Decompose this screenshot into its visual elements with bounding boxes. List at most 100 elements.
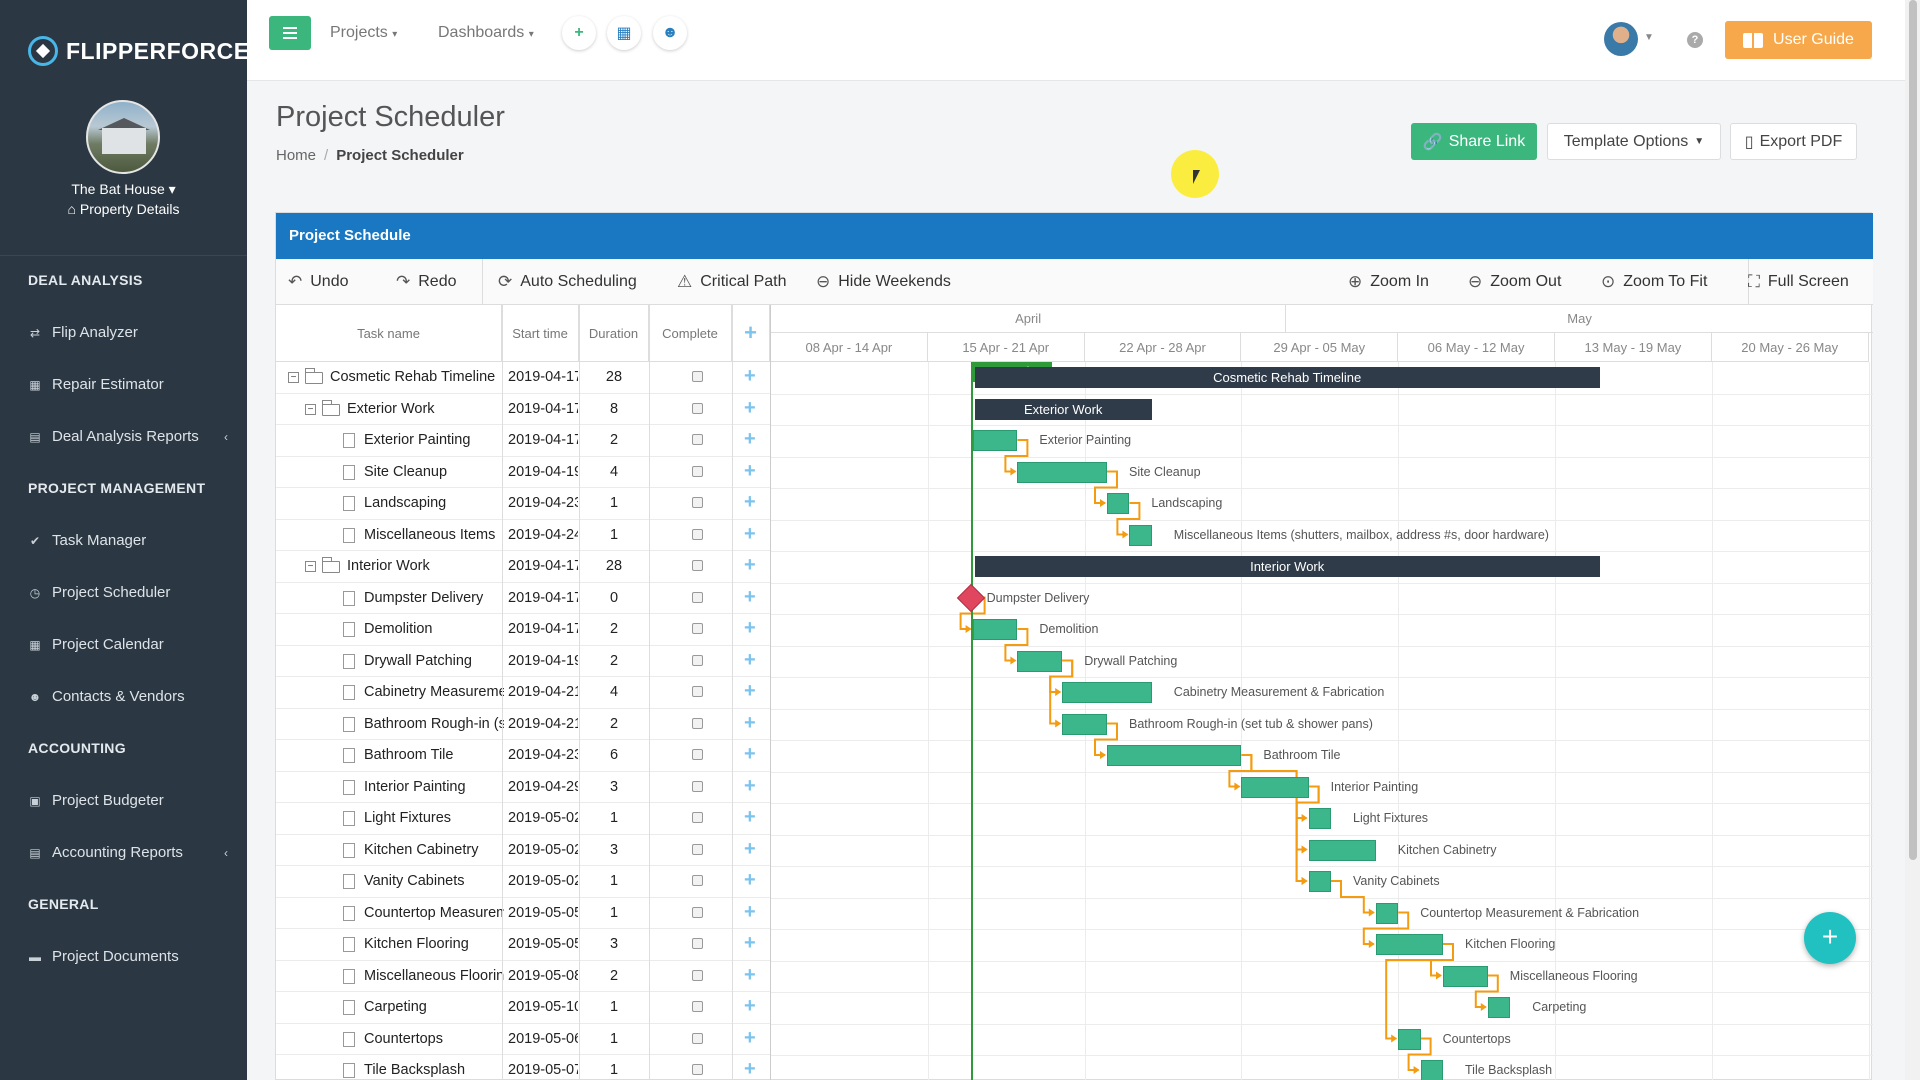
task-name[interactable]: Bathroom Rough-in (set tub & shower pans… bbox=[364, 715, 504, 732]
complete-checkbox[interactable] bbox=[692, 812, 703, 823]
task-name[interactable]: Light Fixtures bbox=[364, 810, 452, 826]
complete-checkbox[interactable] bbox=[692, 969, 703, 981]
task-start[interactable]: 2019-05-02 bbox=[508, 810, 578, 826]
task-name[interactable]: Interior Work bbox=[347, 558, 430, 574]
task-row[interactable]: Cabinetry Measurement & Fabrication2019-… bbox=[276, 677, 770, 709]
dashboards-dropdown[interactable]: Dashboards ▾ bbox=[438, 24, 534, 42]
task-duration[interactable]: 28 bbox=[605, 369, 623, 385]
complete-checkbox[interactable] bbox=[692, 402, 703, 414]
task-name[interactable]: Demolition bbox=[364, 621, 433, 637]
task-start[interactable]: 2019-05-05 bbox=[508, 936, 578, 952]
complete-checkbox[interactable] bbox=[692, 780, 703, 792]
sidebar-item-task-manager[interactable]: ✔ Task Manager bbox=[28, 532, 228, 549]
task-duration[interactable]: 1 bbox=[609, 999, 619, 1015]
task-bar[interactable] bbox=[1017, 461, 1107, 483]
add-task-icon[interactable]: + bbox=[732, 305, 770, 362]
sidebar-item-repair-estimator[interactable]: ▦ Repair Estimator bbox=[28, 376, 228, 393]
undo-button[interactable]: ↶ Undo bbox=[288, 259, 349, 305]
task-start[interactable]: 2019-04-19 bbox=[508, 463, 578, 480]
zoom-to-fit-button[interactable]: ⊙ Zoom To Fit bbox=[1601, 259, 1707, 305]
task-duration[interactable]: 2 bbox=[609, 967, 619, 984]
task-duration[interactable]: 8 bbox=[609, 400, 619, 417]
add-subtask-icon[interactable]: + bbox=[744, 932, 756, 954]
task-bar[interactable] bbox=[1062, 713, 1107, 735]
sidebar-item-accounting-reports[interactable]: ▤ Accounting Reports ‹ bbox=[28, 844, 228, 861]
add-subtask-icon[interactable]: + bbox=[744, 837, 756, 860]
property-photo[interactable] bbox=[86, 100, 160, 174]
sidebar-item-deal-analysis-reports[interactable]: ▤ Deal Analysis Reports ‹ bbox=[28, 428, 228, 445]
task-bar[interactable] bbox=[1129, 524, 1152, 546]
task-name[interactable]: Tile Backsplash bbox=[364, 1062, 466, 1078]
task-bar[interactable] bbox=[1308, 839, 1376, 861]
task-bar[interactable] bbox=[1308, 808, 1331, 829]
complete-checkbox[interactable] bbox=[692, 1001, 703, 1012]
task-name[interactable]: Cosmetic Rehab Timeline bbox=[330, 369, 496, 385]
task-name[interactable]: Drywall Patching bbox=[364, 652, 472, 669]
task-name[interactable]: Exterior Painting bbox=[364, 432, 471, 448]
add-subtask-icon[interactable]: + bbox=[744, 963, 756, 986]
task-start[interactable]: 2019-05-02 bbox=[508, 873, 578, 889]
task-start[interactable]: 2019-05-05 bbox=[508, 904, 578, 921]
summary-bar[interactable]: Interior Work bbox=[974, 556, 1600, 577]
complete-checkbox[interactable] bbox=[692, 843, 703, 855]
add-subtask-icon[interactable]: + bbox=[744, 680, 756, 702]
task-bar[interactable] bbox=[1107, 745, 1242, 766]
add-subtask-icon[interactable]: + bbox=[744, 617, 756, 639]
task-start[interactable]: 2019-04-23 bbox=[508, 747, 578, 763]
add-subtask-icon[interactable]: + bbox=[744, 459, 756, 482]
complete-checkbox[interactable] bbox=[692, 591, 703, 603]
add-subtask-icon[interactable]: + bbox=[744, 900, 756, 923]
caret-down-icon[interactable]: ▼ bbox=[1644, 32, 1654, 43]
task-duration[interactable]: 28 bbox=[605, 558, 623, 574]
column-header-start[interactable]: Start time bbox=[502, 305, 579, 362]
task-duration[interactable]: 3 bbox=[609, 936, 619, 952]
task-row[interactable]: Drywall Patching 2019-04-19 2 + bbox=[276, 646, 770, 677]
complete-checkbox[interactable] bbox=[692, 717, 703, 729]
task-bar[interactable] bbox=[1398, 1028, 1421, 1050]
brand-logo[interactable]: FLIPPERFORCE bbox=[28, 36, 250, 66]
task-bar[interactable] bbox=[1241, 776, 1309, 798]
task-duration[interactable]: 2 bbox=[609, 715, 619, 732]
task-row[interactable]: Countertops 2019-05-06 1 + bbox=[276, 1024, 770, 1055]
task-start[interactable]: 2019-05-08 bbox=[508, 967, 578, 984]
column-header-duration[interactable]: Duration bbox=[579, 305, 649, 362]
users-icon[interactable]: ☻ bbox=[653, 16, 687, 50]
task-name[interactable]: Interior Painting bbox=[364, 778, 466, 795]
task-duration[interactable]: 0 bbox=[609, 589, 619, 606]
task-bar[interactable] bbox=[1308, 871, 1331, 892]
task-bar[interactable] bbox=[1420, 1060, 1443, 1080]
sidebar-item-project-calendar[interactable]: ▦ Project Calendar bbox=[28, 636, 228, 653]
task-bar[interactable] bbox=[1107, 493, 1130, 514]
complete-checkbox[interactable] bbox=[692, 749, 703, 760]
export-pdf-button[interactable]: ▯ Export PDF bbox=[1730, 123, 1857, 160]
full-screen-button[interactable]: ⛶ Full Screen bbox=[1748, 259, 1849, 305]
add-subtask-icon[interactable]: + bbox=[744, 585, 756, 608]
task-row[interactable]: Miscellaneous Flooring 2019-05-08 2 + bbox=[276, 961, 770, 992]
task-start[interactable]: 2019-04-17 bbox=[508, 621, 578, 637]
task-duration[interactable]: 1 bbox=[609, 873, 619, 889]
task-name[interactable]: Miscellaneous Items bbox=[364, 526, 496, 543]
task-row[interactable]: Demolition 2019-04-17 2 + bbox=[276, 614, 770, 646]
task-duration[interactable]: 4 bbox=[609, 463, 619, 480]
task-name[interactable]: Landscaping bbox=[364, 495, 447, 511]
task-duration[interactable]: 4 bbox=[609, 684, 619, 700]
task-start[interactable]: 2019-04-19 bbox=[508, 652, 578, 669]
zoom-out-button[interactable]: ⊖ Zoom Out bbox=[1468, 259, 1561, 305]
task-duration[interactable]: 1 bbox=[609, 1030, 619, 1047]
sidebar-item-project-documents[interactable]: ▬ Project Documents bbox=[28, 948, 228, 965]
task-start[interactable]: 2019-05-02 bbox=[508, 841, 578, 858]
add-subtask-icon[interactable]: + bbox=[744, 365, 756, 387]
collapse-icon[interactable]: − bbox=[288, 372, 299, 383]
projects-dropdown[interactable]: Projects ▾ bbox=[330, 24, 397, 42]
user-avatar[interactable] bbox=[1604, 22, 1638, 56]
task-duration[interactable]: 2 bbox=[609, 652, 619, 669]
task-name[interactable]: Exterior Work bbox=[347, 400, 435, 417]
menu-toggle-button[interactable] bbox=[269, 16, 311, 50]
task-row[interactable]: Exterior Painting 2019-04-17 2 + bbox=[276, 425, 770, 457]
task-start[interactable]: 2019-05-06 bbox=[508, 1030, 578, 1047]
complete-checkbox[interactable] bbox=[692, 1064, 703, 1075]
add-subtask-icon[interactable]: + bbox=[744, 1026, 756, 1049]
complete-checkbox[interactable] bbox=[692, 906, 703, 918]
sidebar-item-project-scheduler[interactable]: ◷ Project Scheduler bbox=[28, 584, 228, 601]
task-name[interactable]: Kitchen Cabinetry bbox=[364, 841, 479, 858]
